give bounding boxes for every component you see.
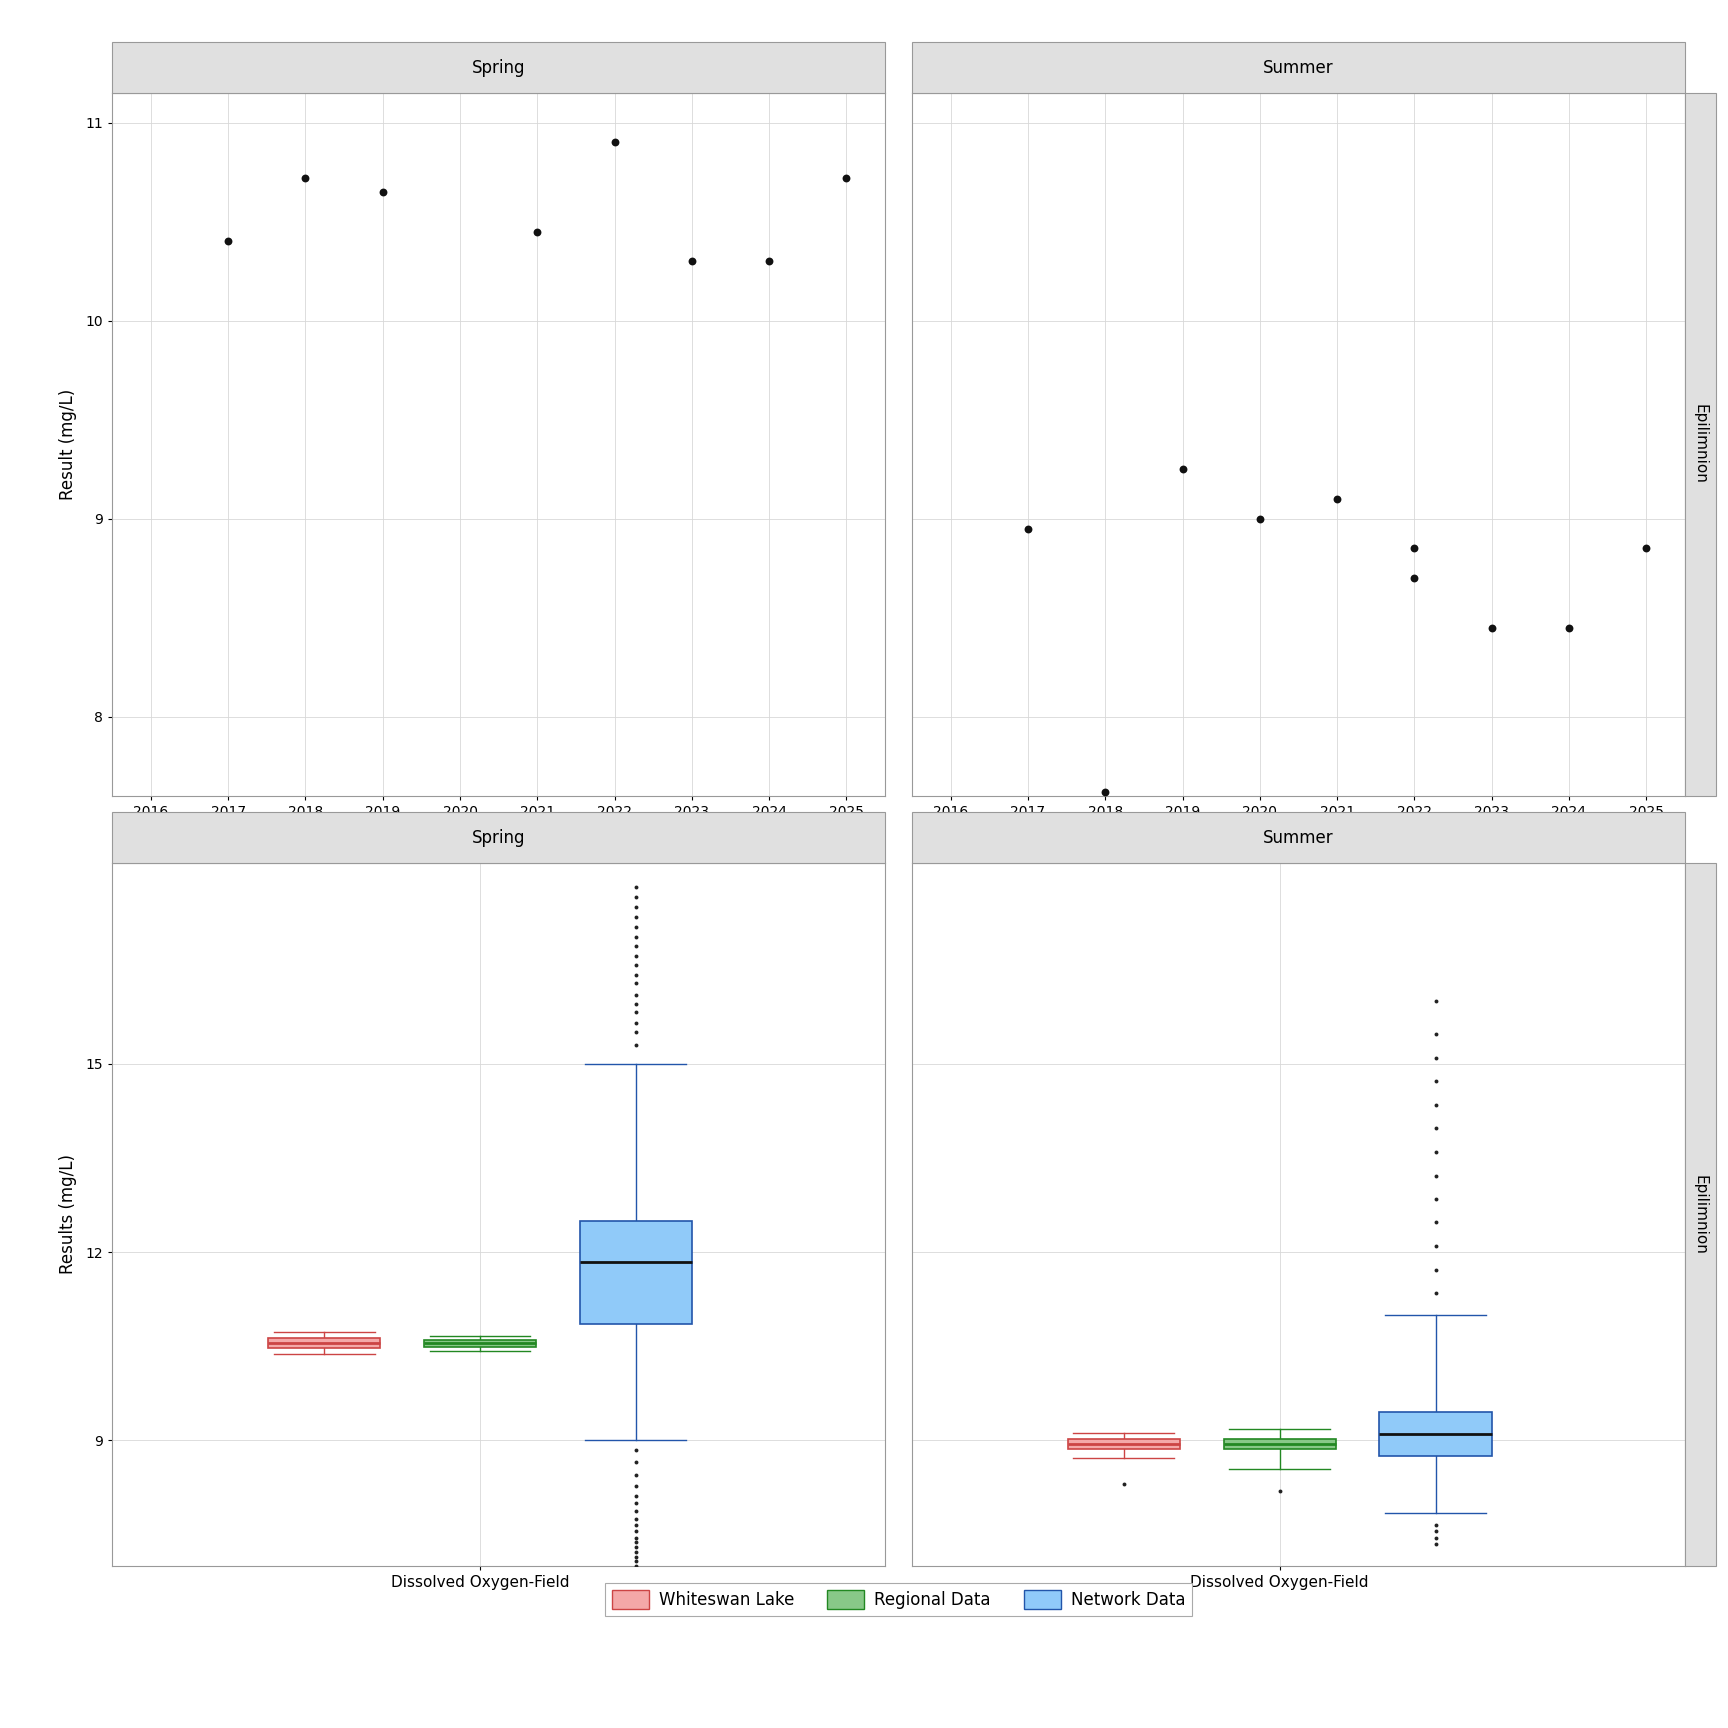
Text: Spring: Spring	[472, 829, 525, 847]
Point	[1014, 515, 1042, 543]
Text: Dissolved Oxygen-Field: Dissolved Oxygen-Field	[112, 66, 435, 93]
Point	[1168, 456, 1196, 484]
Point	[1477, 613, 1505, 641]
Text: Spring: Spring	[472, 59, 525, 76]
Point	[755, 247, 783, 275]
Point	[1400, 534, 1427, 562]
Text: Comparison with Network Data: Comparison with Network Data	[112, 835, 546, 862]
Point	[524, 218, 551, 245]
Y-axis label: Result (mg/L): Result (mg/L)	[59, 389, 78, 499]
Point	[1092, 778, 1120, 805]
Text: Summer: Summer	[1263, 59, 1334, 76]
Text: Epilimnion: Epilimnion	[1693, 1175, 1707, 1255]
Bar	[1379, 1412, 1491, 1457]
Text: Epilimnion: Epilimnion	[1693, 404, 1707, 484]
Bar	[1068, 1439, 1180, 1448]
Bar	[1685, 862, 1716, 1566]
Bar	[268, 1337, 380, 1348]
Point	[292, 164, 320, 192]
Legend: Whiteswan Lake, Regional Data, Network Data: Whiteswan Lake, Regional Data, Network D…	[605, 1583, 1192, 1616]
Point	[370, 178, 397, 206]
Point	[677, 247, 705, 275]
Bar	[912, 41, 1685, 93]
Point	[214, 228, 242, 256]
Point	[833, 164, 861, 192]
Point	[1555, 613, 1583, 641]
Bar	[112, 812, 885, 862]
Bar	[912, 812, 1685, 862]
Point	[1324, 486, 1351, 513]
Bar	[423, 1339, 536, 1346]
Bar	[579, 1220, 691, 1324]
Bar	[112, 41, 885, 93]
Point	[1633, 534, 1661, 562]
Point	[1400, 565, 1427, 593]
Point	[1246, 505, 1274, 532]
Y-axis label: Results (mg/L): Results (mg/L)	[59, 1154, 78, 1275]
Bar	[1223, 1439, 1336, 1448]
Text: Summer: Summer	[1263, 829, 1334, 847]
Point	[601, 128, 629, 156]
Bar	[1685, 93, 1716, 797]
